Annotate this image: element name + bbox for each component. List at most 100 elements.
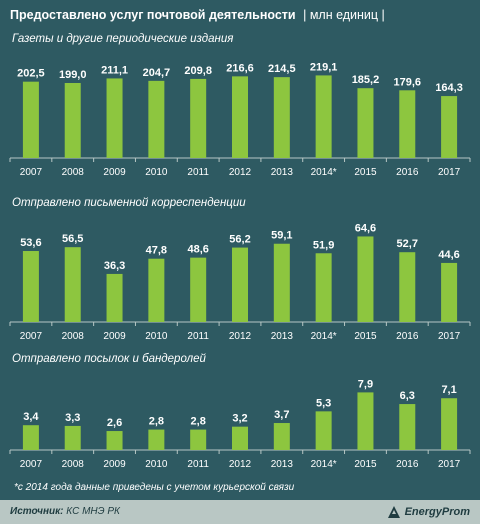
- letters-data-label: 51,9: [313, 239, 334, 251]
- newspapers-bar: [190, 78, 207, 158]
- newspapers-tick-label: 2007: [20, 167, 43, 178]
- parcels-bar: [106, 431, 123, 450]
- newspapers-data-label: 199,0: [59, 69, 87, 81]
- parcels-data-label: 7,1: [441, 384, 456, 396]
- letters-data-label: 64,6: [355, 222, 376, 234]
- parcels-bar: [190, 429, 207, 450]
- newspapers-data-label: 214,5: [268, 63, 296, 75]
- newspapers-data-label: 202,5: [17, 68, 45, 80]
- newspapers-data-label: 179,6: [394, 76, 422, 88]
- newspapers-bar: [357, 88, 374, 158]
- newspapers-tick-label: 2015: [354, 167, 377, 178]
- parcels-bar: [232, 426, 248, 450]
- newspapers-tick-label: 2012: [229, 167, 252, 178]
- footer: Источник: КС МНЭ РК EnergyProm: [0, 500, 480, 524]
- letters-tick-label: 2008: [62, 331, 85, 342]
- letters-bar: [64, 247, 81, 322]
- letters-data-label: 47,8: [146, 245, 167, 257]
- newspapers-data-label: 211,1: [101, 64, 128, 76]
- newspapers-bar: [441, 96, 458, 158]
- letters-data-label: 59,1: [271, 230, 292, 242]
- letters-tick-label: 2015: [354, 331, 377, 342]
- letters-bar: [399, 252, 416, 322]
- letters-tick-label: 2016: [396, 331, 419, 342]
- parcels-bar: [399, 404, 416, 450]
- newspapers-bar: [273, 77, 290, 158]
- parcels-bar: [22, 425, 39, 450]
- letters-bar: [22, 251, 39, 322]
- letters-data-label: 48,6: [187, 244, 208, 256]
- panel-title-parcels: Отправлено посылок и бандеролей: [12, 353, 206, 365]
- newspapers-data-label: 219,1: [310, 61, 338, 73]
- logo-text: EnergyProm: [404, 506, 470, 518]
- newspapers-tick-label: 2017: [438, 167, 461, 178]
- letters-data-label: 53,6: [20, 237, 41, 249]
- letters-bar: [315, 253, 332, 322]
- chart-newspapers: 202,5 2007 199,0 2008 211,1 2009 204,7 2010 209,…: [9, 61, 471, 178]
- letters-tick-label: 2009: [103, 331, 126, 342]
- letters-bar: [190, 257, 207, 322]
- parcels-tick-label: 2016: [396, 459, 419, 470]
- newspapers-data-label: 164,3: [435, 82, 463, 94]
- newspapers-tick-label: 2016: [396, 167, 419, 178]
- parcels-tick-label: 2014*: [311, 459, 337, 470]
- letters-data-label: 56,5: [62, 233, 83, 245]
- letters-tick-label: 2013: [271, 331, 294, 342]
- parcels-bar: [64, 425, 81, 450]
- newspapers-bar: [232, 76, 248, 158]
- parcels-data-label: 3,4: [23, 411, 39, 423]
- parcels-data-label: 2,8: [191, 416, 206, 428]
- newspapers-bar: [22, 81, 39, 158]
- newspapers-bar: [148, 80, 165, 158]
- parcels-tick-label: 2007: [20, 459, 43, 470]
- letters-tick-label: 2010: [145, 331, 168, 342]
- letters-data-label: 52,7: [397, 238, 418, 250]
- letters-tick-label: 2011: [187, 331, 209, 342]
- source-value: КС МНЭ РК: [66, 506, 120, 517]
- parcels-bar: [441, 398, 458, 450]
- source-label: Источник:: [10, 506, 64, 517]
- panel-title-letters: Отправлено письменной корреспенденции: [12, 197, 246, 209]
- newspapers-data-label: 209,8: [184, 65, 212, 77]
- newspapers-data-label: 216,6: [226, 62, 254, 74]
- panel-title-newspapers: Газеты и другие периодические издания: [12, 33, 234, 45]
- parcels-data-label: 6,3: [400, 390, 415, 402]
- letters-bar: [273, 243, 290, 322]
- chart-parcels: 3,4 2007 3,3 2008 2,6 2009 2,8 2010 2,8 2011 3,2 20…: [9, 378, 471, 470]
- parcels-tick-label: 2011: [187, 459, 209, 470]
- parcels-bar: [357, 392, 374, 450]
- newspapers-tick-label: 2008: [62, 167, 85, 178]
- letters-bar: [232, 247, 248, 322]
- chart-letters: 53,6 2007 56,5 2008 36,3 2009 47,8 2010 48,6 2011…: [9, 222, 471, 342]
- newspapers-data-label: 185,2: [352, 74, 380, 86]
- letters-bar: [148, 258, 165, 322]
- newspapers-bar: [64, 82, 81, 158]
- letters-data-label: 56,2: [229, 234, 250, 246]
- parcels-tick-label: 2017: [438, 459, 461, 470]
- parcels-tick-label: 2010: [145, 459, 168, 470]
- letters-tick-label: 2007: [20, 331, 43, 342]
- newspapers-tick-label: 2014*: [311, 167, 337, 178]
- newspapers-bar: [315, 75, 332, 158]
- newspapers-tick-label: 2009: [103, 167, 126, 178]
- chart-title: Предоставлено услуг почтовой деятельност…: [10, 8, 385, 22]
- newspapers-tick-label: 2011: [187, 167, 209, 178]
- newspapers-data-label: 204,7: [143, 67, 171, 79]
- parcels-tick-label: 2009: [103, 459, 126, 470]
- parcels-tick-label: 2012: [229, 459, 252, 470]
- parcels-bar: [273, 423, 290, 450]
- newspapers-bar: [399, 90, 416, 158]
- letters-bar: [357, 236, 374, 322]
- newspapers-bar: [106, 78, 123, 158]
- parcels-bar: [148, 429, 165, 450]
- logo-icon: [387, 506, 400, 518]
- parcels-data-label: 2,8: [149, 416, 164, 428]
- chart-unit: | млн единиц |: [303, 8, 385, 22]
- source-text: Источник: КС МНЭ РК: [10, 506, 120, 517]
- parcels-data-label: 5,3: [316, 397, 331, 409]
- letters-tick-label: 2012: [229, 331, 252, 342]
- parcels-tick-label: 2015: [354, 459, 377, 470]
- newspapers-tick-label: 2010: [145, 167, 168, 178]
- letters-data-label: 44,6: [438, 249, 459, 261]
- parcels-data-label: 2,6: [107, 417, 122, 429]
